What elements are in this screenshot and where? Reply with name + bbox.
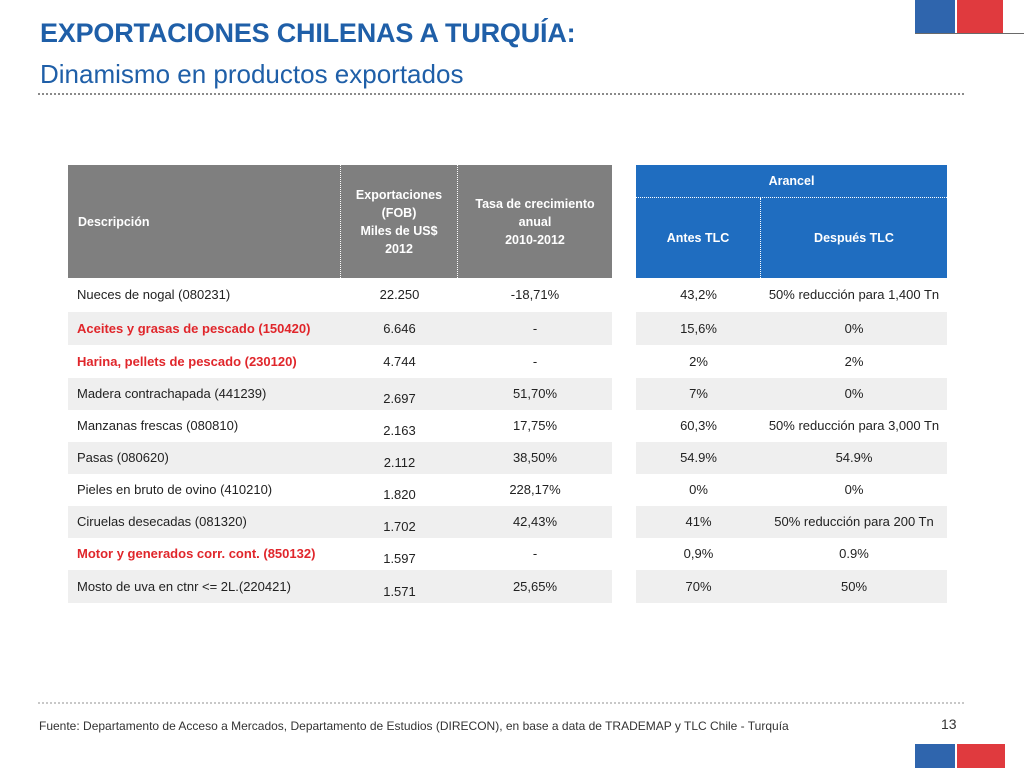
table-cell-tasa: 17,75% — [512, 418, 558, 433]
table-cell-exportaciones: 1.571 — [341, 570, 458, 603]
table-cell-antes: 41% — [636, 506, 761, 538]
table-cell-descripcion: Madera contrachapada (441239) — [68, 378, 341, 410]
slide-title: EXPORTACIONES CHILENAS A TURQUÍA: — [40, 18, 576, 48]
table-cell-despues: 0% — [761, 378, 947, 410]
table-cell-antes: 7% — [636, 378, 761, 410]
table-cell-despues: 50% — [761, 570, 947, 603]
table-cell-tasa: 25,65% — [458, 570, 612, 603]
table-cell-despues: 2% — [844, 353, 864, 369]
header-tasa-line-2: anual — [518, 214, 552, 229]
table-cell-tasa: 42,43% — [458, 506, 612, 538]
table-cell-tasa: 38,50% — [458, 442, 612, 474]
table-cell-exportaciones: 2.112 — [341, 442, 458, 474]
table-cell-descripcion: Ciruelas desecadas (081320) — [68, 506, 341, 538]
table-cell-tasa: 51,70% — [458, 378, 612, 410]
table-cell-antes: 70% — [636, 570, 761, 603]
table-cell-tasa: - — [532, 546, 538, 561]
table-cell-tasa: 228,17% — [509, 482, 561, 497]
header-descripcion: Descripción — [68, 165, 341, 278]
header-exportaciones: Exportaciones (FOB) Miles de US$ 2012 — [341, 165, 458, 278]
table-cell-despues: 50% reducción para 1,400 Tn — [768, 286, 940, 302]
table-cell-antes: 0,9% — [683, 546, 714, 561]
table-cell-antes: 15,6% — [636, 312, 761, 345]
table-cell-despues: 50% reducción para 3,000 Tn — [768, 418, 940, 433]
table-cell-descripcion: Nueces de nogal (080231) — [77, 286, 231, 302]
table-cell-exportaciones: 1.820 — [383, 487, 416, 502]
table-cell-despues: 0% — [844, 482, 864, 497]
table-cell-despues: 0.9% — [839, 546, 869, 561]
table-cell-antes: 2% — [689, 353, 708, 369]
header-tasa-line-3: 2010-2012 — [505, 232, 565, 247]
table-cell-antes: 0% — [689, 482, 708, 497]
table-cell-despues: 50% reducción para 200 Tn — [761, 506, 947, 538]
table-cell-descripcion: Harina, pellets de pescado (230120) — [77, 353, 297, 369]
header-exportaciones-line-2: (FOB) — [381, 205, 417, 220]
table-cell-exportaciones: 1.597 — [383, 551, 416, 566]
table-cell-tasa: -18,71% — [510, 286, 560, 302]
table-cell-tasa: - — [532, 353, 538, 369]
slide-subtitle: Dinamismo en productos exportados — [40, 59, 464, 89]
table-cell-descripcion: Pieles en bruto de ovino (410210) — [77, 482, 273, 497]
table-cell-antes: 54.9% — [636, 442, 761, 474]
source-note: Fuente: Departamento de Acceso a Mercado… — [39, 719, 789, 733]
table-cell-descripcion: Manzanas frescas (080810) — [77, 418, 239, 433]
table-cell-antes: 60,3% — [680, 418, 717, 433]
header-tasa-line-1: Tasa de crecimiento — [475, 196, 595, 211]
header-exportaciones-line-1: Exportaciones — [355, 187, 443, 202]
header-arancel: Arancel — [636, 165, 947, 198]
table-cell-exportaciones: 6.646 — [341, 312, 458, 345]
table-cell-exportaciones: 4.744 — [383, 353, 416, 369]
table-cell-despues: 54.9% — [761, 442, 947, 474]
footer-divider — [38, 702, 964, 704]
chile-flag-bottom-decoration — [915, 744, 1005, 768]
header-tasa: Tasa de crecimiento anual 2010-2012 — [458, 165, 612, 278]
header-exportaciones-line-3: Miles de US$ — [360, 223, 438, 238]
table-cell-exportaciones: 2.163 — [383, 423, 416, 438]
table-cell-exportaciones: 22.250 — [379, 286, 420, 302]
header-antes-tlc: Antes TLC — [636, 198, 761, 278]
table-cell-exportaciones: 1.702 — [341, 506, 458, 538]
table-cell-exportaciones: 2.697 — [341, 378, 458, 410]
header-rule — [1003, 33, 1024, 34]
chile-flag-top-decoration — [915, 0, 1003, 34]
table-cell-tasa: - — [458, 312, 612, 345]
table-cell-descripcion: Mosto de uva en ctnr <= 2L.(220421) — [68, 570, 341, 603]
table-cell-descripcion: Pasas (080620) — [68, 442, 341, 474]
title-divider — [38, 93, 964, 95]
table-cell-antes: 43,2% — [680, 286, 717, 302]
table-cell-descripcion: Aceites y grasas de pescado (150420) — [68, 312, 341, 345]
table-cell-despues: 0% — [761, 312, 947, 345]
header-despues-tlc: Después TLC — [761, 198, 947, 278]
page-number: 13 — [941, 716, 957, 732]
table-cell-descripcion: Motor y generados corr. cont. (850132) — [77, 546, 316, 561]
header-exportaciones-line-4: 2012 — [385, 241, 413, 256]
